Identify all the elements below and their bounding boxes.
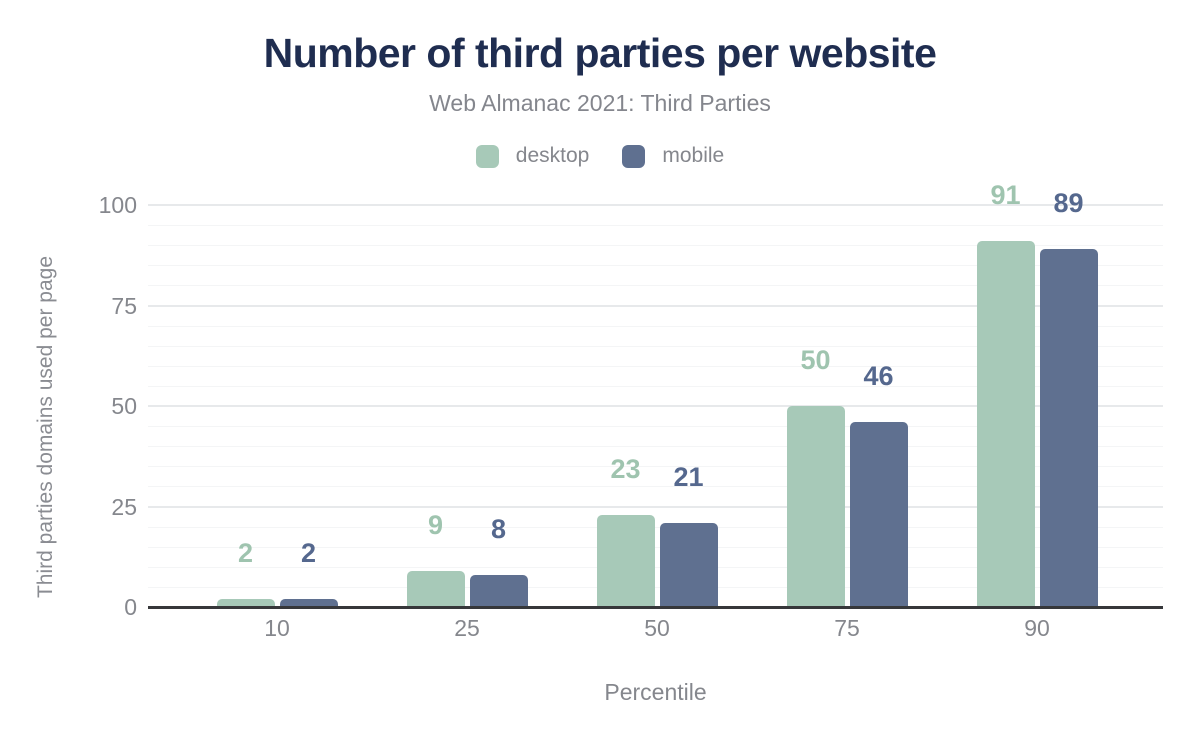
x-tick-label: 50 (644, 615, 670, 641)
gridline-minor (148, 426, 1163, 428)
value-label-desktop-p75: 50 (800, 345, 831, 375)
gridline-minor (148, 345, 1163, 347)
x-axis-title: Percentile (604, 679, 707, 705)
gridline-minor (148, 245, 1163, 247)
chart-title: Number of third parties per website (263, 30, 937, 76)
y-tick-label: 0 (124, 594, 137, 620)
x-axis-line (148, 606, 1163, 609)
value-label-desktop-p50: 23 (610, 454, 641, 484)
x-tick-label: 90 (1024, 615, 1050, 641)
y-tick-label: 100 (98, 192, 137, 218)
gridline-minor (148, 566, 1163, 568)
gridline-minor (148, 486, 1163, 488)
gridline-major (148, 505, 1163, 508)
gridline-minor (148, 385, 1163, 387)
value-label-mobile-p90: 89 (1053, 188, 1084, 218)
bar-mobile-p10 (279, 599, 338, 607)
legend-item-desktop[interactable]: desktop (475, 144, 590, 168)
bar-mobile-p50 (659, 523, 718, 607)
value-label-mobile-p10: 2 (300, 538, 317, 568)
legend-label-desktop: desktop (515, 144, 590, 167)
bar-desktop-p25 (406, 571, 465, 607)
value-label-mobile-p75: 46 (863, 361, 894, 391)
x-tick-label: 75 (834, 615, 860, 641)
bar-mobile-p90 (1039, 249, 1098, 607)
legend-item-mobile[interactable]: mobile (622, 144, 724, 168)
gridline-minor (148, 365, 1163, 367)
gridline-major (148, 405, 1163, 407)
bar-desktop-p75 (786, 406, 845, 607)
bar-desktop-p10 (216, 599, 275, 607)
gridline-minor (148, 446, 1163, 448)
x-tick-label: 25 (454, 615, 480, 641)
gridline-minor (148, 285, 1163, 287)
chart-subtitle: Web Almanac 2021: Third Parties (429, 90, 771, 116)
value-label-desktop-p10: 2 (237, 538, 254, 568)
y-tick-label: 75 (111, 292, 137, 319)
mobile-swatch-icon (622, 144, 646, 168)
y-tick-label: 50 (111, 393, 137, 419)
value-label-mobile-p50: 21 (673, 462, 704, 492)
bar-mobile-p25 (469, 575, 528, 607)
legend: desktop mobile (0, 144, 1200, 168)
x-tick-label: 10 (264, 615, 290, 641)
y-axis-title: Third parties domains used per page (34, 255, 57, 599)
value-label-desktop-p25: 9 (427, 510, 444, 540)
bar-desktop-p50 (596, 515, 655, 607)
gridline-minor (148, 586, 1163, 588)
gridline-minor (148, 546, 1163, 548)
gridline-major (148, 204, 1163, 206)
gridline-minor (148, 225, 1163, 227)
legend-label-mobile: mobile (662, 144, 725, 167)
y-tick-label: 25 (111, 493, 137, 520)
bar-desktop-p90 (976, 241, 1035, 607)
gridline-minor (148, 265, 1163, 267)
gridline-minor (148, 526, 1163, 528)
gridline-minor (148, 466, 1163, 468)
desktop-swatch-icon (475, 144, 499, 168)
value-label-mobile-p25: 8 (490, 514, 507, 544)
gridline-major (148, 304, 1163, 307)
gridline-minor (148, 325, 1163, 327)
value-label-desktop-p90: 91 (990, 180, 1021, 210)
bar-mobile-p75 (849, 422, 908, 607)
